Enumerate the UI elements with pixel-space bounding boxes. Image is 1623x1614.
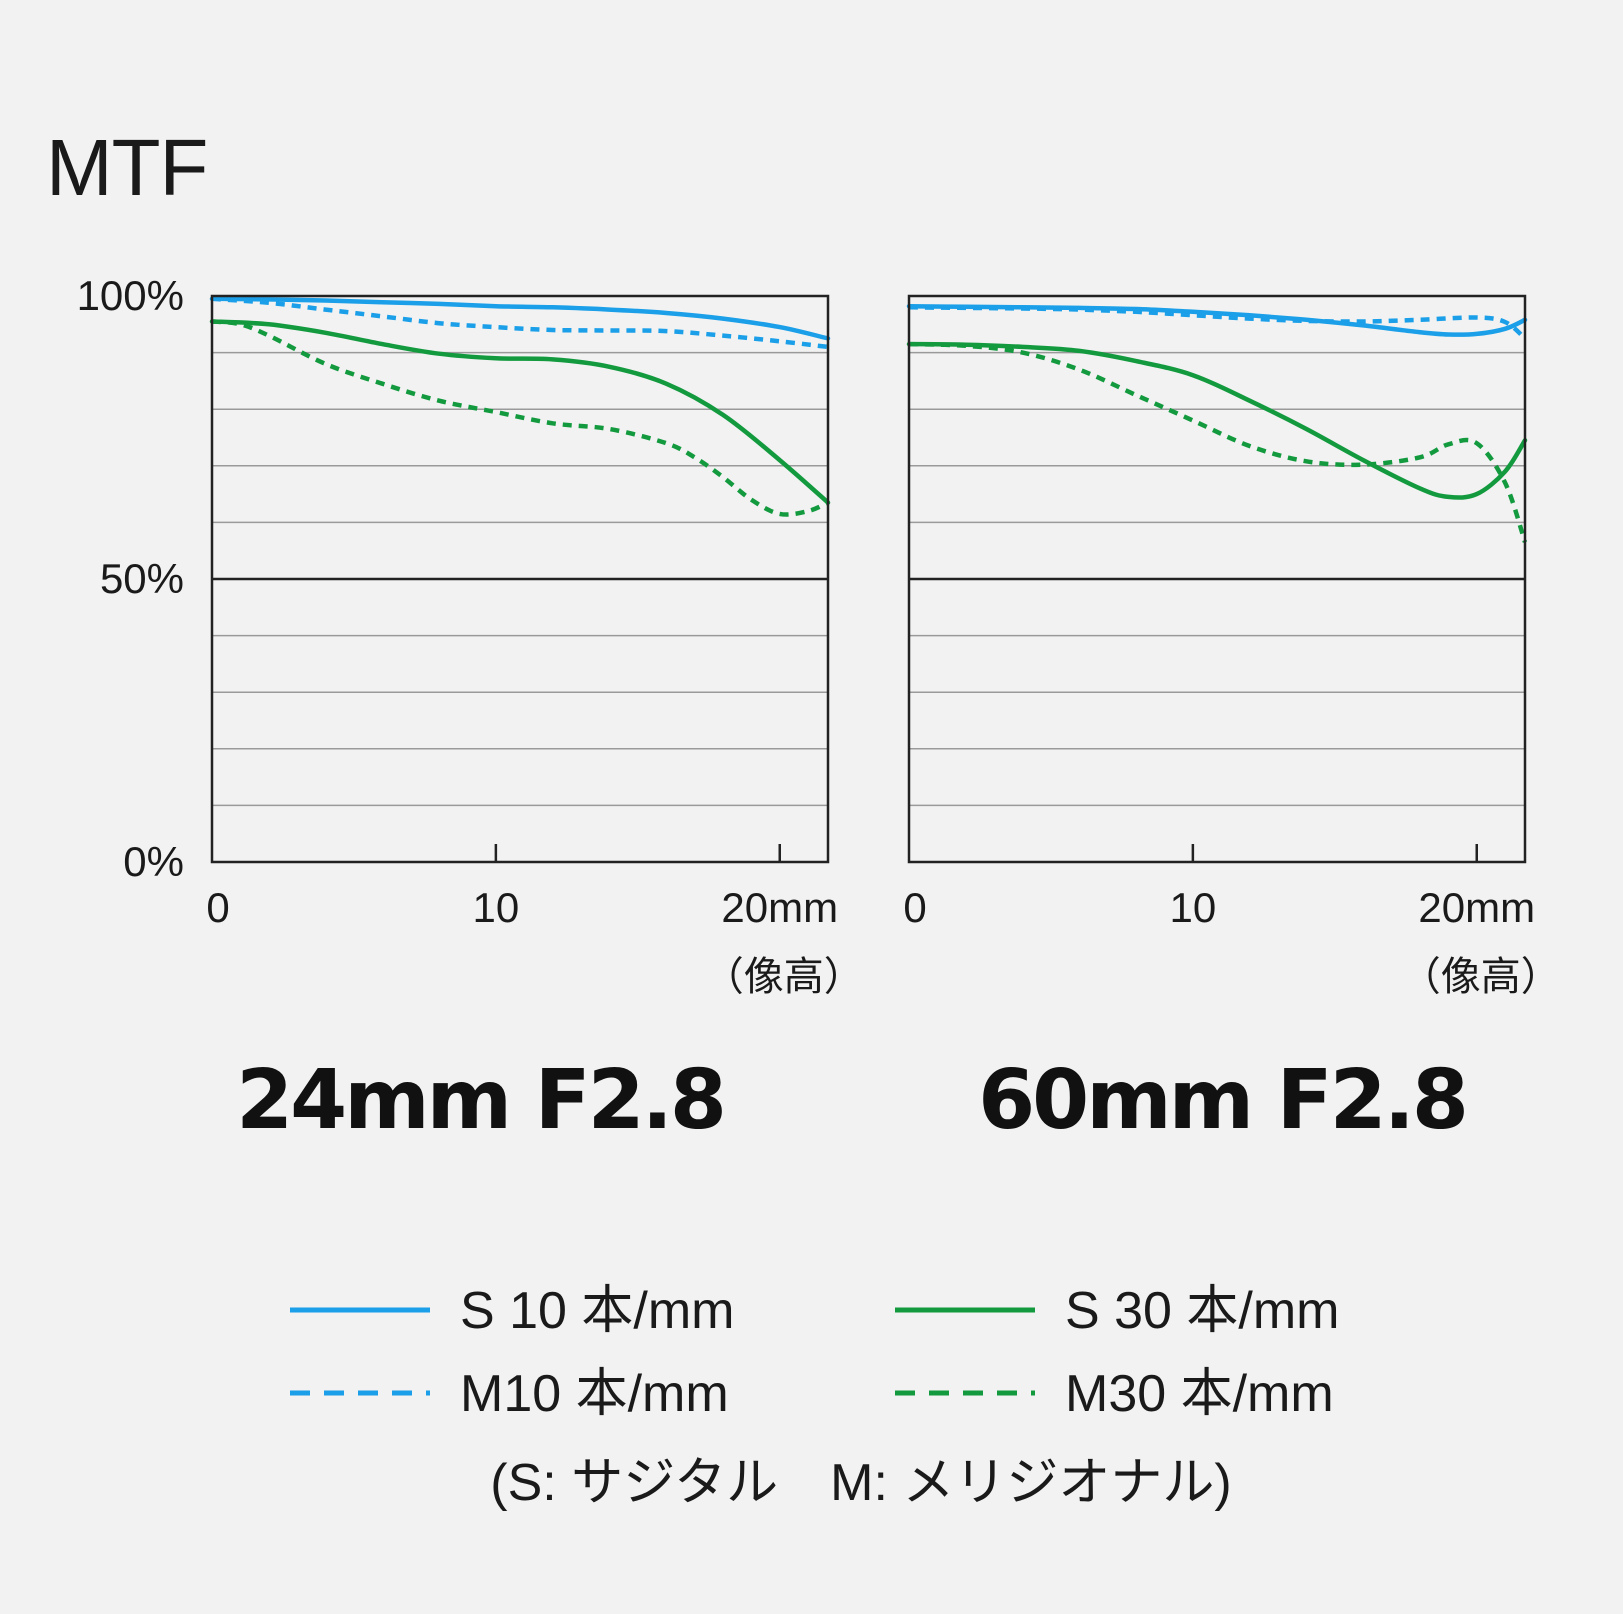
chart-24mm: 100% 50% 0% 0 10 20mm （像高） 24mm F2.8 [77,272,864,1148]
x-axis-label: （像高） [704,954,864,1000]
legend: S 10 本/mm S 30 本/mm M10 本/mm M30 本/mm (S: サジ… [290,1282,1340,1512]
series-line-s-30-mm-solid [906,341,1528,500]
legend-label: M10 本/mm [460,1365,729,1423]
legend-item: M10 本/mm [290,1365,729,1423]
legend-label: S 10 本/mm [460,1282,735,1340]
plot-frame [907,294,1527,864]
x-tick-label: 10 [1170,884,1217,931]
legend-item: S 30 本/mm [895,1282,1340,1340]
chart-title: 24mm F2.8 [236,1053,724,1148]
chart-title: 60mm F2.8 [978,1053,1466,1148]
chart-60mm: 0 10 20mm （像高） 60mm F2.8 [903,294,1561,1148]
y-tick-label: 50% [100,555,184,602]
series-line-s-30-mm-solid [209,319,831,505]
series-line-m10-mm-dashed [211,296,829,350]
x-axis-label: （像高） [1401,954,1561,1000]
legend-item: S 10 本/mm [290,1282,735,1340]
series-line-s-10-mm-solid [209,296,831,341]
x-tick-label: 20mm [721,884,838,931]
legend-label: M30 本/mm [1065,1365,1334,1423]
legend-label: S 30 本/mm [1065,1282,1340,1340]
series-line-m30-mm-dashed [211,319,829,517]
y-tick-label: 100% [77,272,184,319]
legend-item: M30 本/mm [895,1365,1334,1423]
series-line-s-10-mm-solid [906,303,1528,337]
x-tick-label: 0 [903,884,926,931]
x-tick-label: 20mm [1418,884,1535,931]
x-tick-label: 10 [473,884,520,931]
series-line-m30-mm-dashed [908,341,1528,543]
y-tick-label: 0% [123,838,184,885]
plot-frame [210,294,830,864]
x-tick-label: 0 [206,884,229,931]
legend-note: (S: サジタル M: メリジオナル) [490,1454,1231,1512]
page-title: MTF [46,123,208,212]
